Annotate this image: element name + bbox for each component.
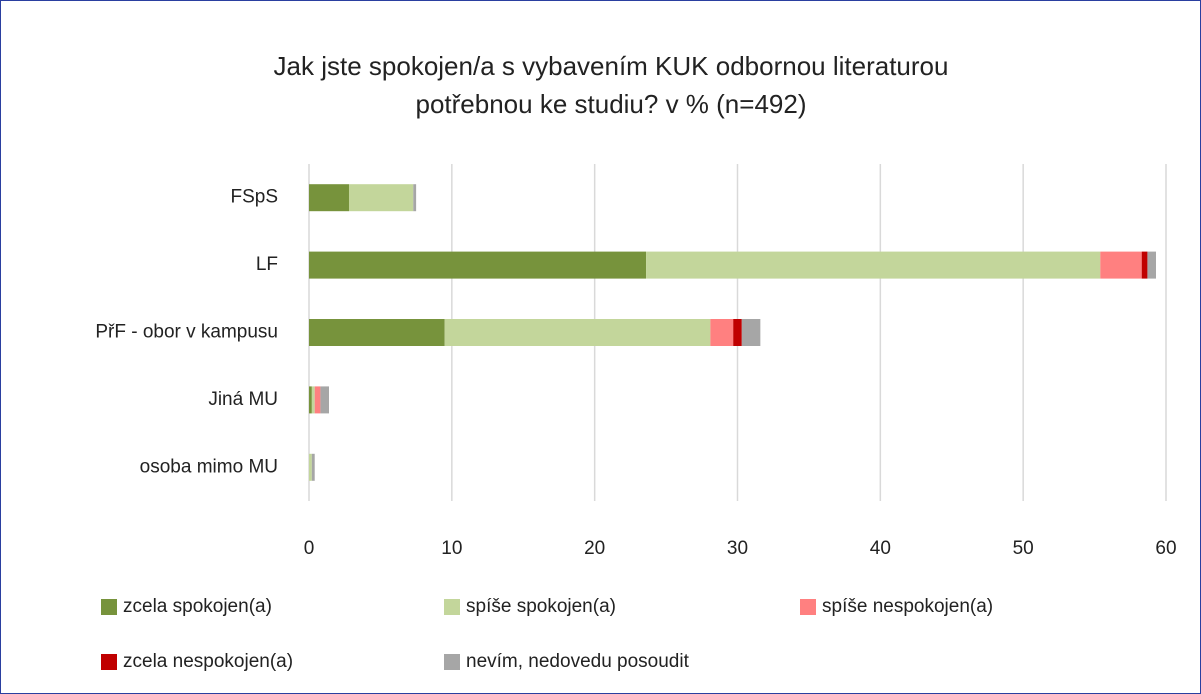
bar-segment [444,319,711,346]
x-tick-label: 60 [1155,538,1176,559]
x-tick-label: 30 [727,538,748,559]
x-tick-label: 50 [1013,538,1034,559]
legend-swatch [101,599,117,615]
legend-swatch [101,654,117,670]
bar-segment [741,319,761,346]
bar-segment [320,386,329,414]
legend-swatch [444,654,460,670]
y-tick-label: FSpS [230,187,278,208]
legend-label: spíše spokojen(a) [466,596,616,617]
x-tick-label: 0 [304,538,315,559]
legend-swatch [444,599,460,615]
bar-segment [413,184,417,212]
y-tick-label: Jiná MU [208,389,278,410]
bar-segment [314,386,321,414]
bar-segment [1100,251,1142,279]
bar-segment [646,251,1101,279]
x-tick-label: 20 [584,538,605,559]
bar-segment [309,184,349,212]
bar-segment [309,251,647,279]
bar-segment [309,453,312,481]
bar-segment [309,319,445,346]
x-tick-label: 40 [870,538,891,559]
legend-label: zcela nespokojen(a) [123,651,293,672]
bar-segment [1141,251,1148,279]
bar-segment [309,386,312,414]
y-tick-label: osoba mimo MU [140,456,278,477]
bar-segment [311,386,315,414]
legend-label: zcela spokojen(a) [123,596,272,617]
bar-segment [1147,251,1157,279]
legend-swatch [800,599,816,615]
chart-title: Jak jste spokojen/a s vybavením KUK odbo… [273,51,949,119]
bar-segment [348,184,414,212]
bar-segment [311,453,315,481]
y-tick-label: PřF - obor v kampusu [95,322,278,343]
y-tick-label: LF [256,254,278,275]
legend-label: spíše nespokojen(a) [822,596,993,617]
x-tick-label: 10 [441,538,462,559]
bar-segment [710,319,734,346]
bar-segment [733,319,742,346]
legend-label: nevím, nedovedu posoudit [466,651,690,672]
